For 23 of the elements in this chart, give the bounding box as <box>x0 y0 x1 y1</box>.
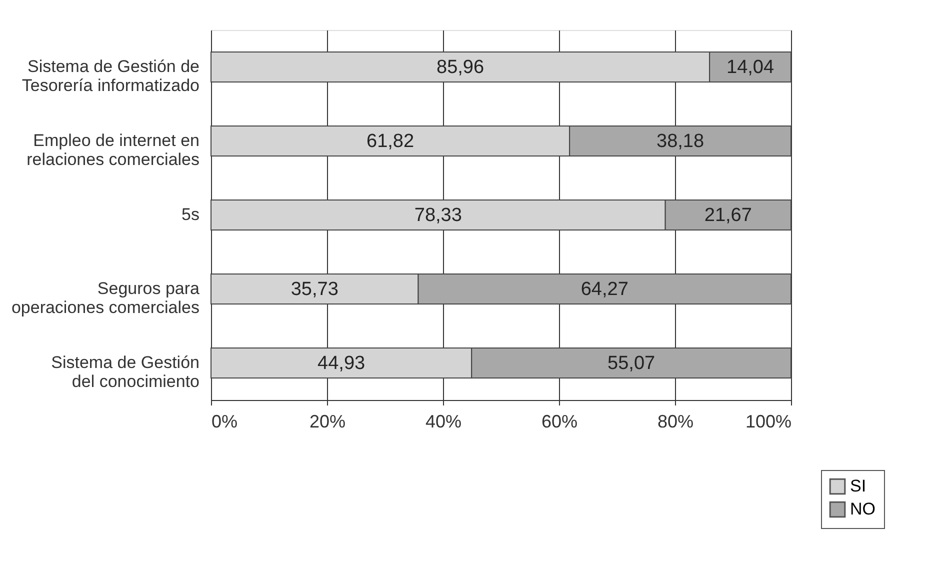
x-tick-label: 100% <box>745 412 792 432</box>
data-label: 21,67 <box>704 205 752 226</box>
y-tick-label: Empleo de internet en relaciones comerciales <box>26 131 200 169</box>
data-label: 61,82 <box>366 131 414 152</box>
legend-label: NO <box>850 500 876 518</box>
y-tick-label: Sistema de Gestión del conocimiento <box>51 353 200 391</box>
data-label: 64,27 <box>580 279 628 300</box>
legend-label: SI <box>850 476 866 496</box>
x-tick-label: 20% <box>309 412 346 432</box>
x-tick-label: 40% <box>425 412 462 432</box>
y-tick-label: Sistema de Gestión de Tesorería informatizado <box>22 57 200 95</box>
data-label: 44,93 <box>318 353 366 374</box>
data-label: 78,33 <box>414 205 462 226</box>
x-tick-label: 60% <box>541 412 578 432</box>
x-tick-label: 80% <box>657 412 694 432</box>
data-label: 38,18 <box>656 131 704 152</box>
x-tick-label: 0% <box>212 412 238 432</box>
data-label: 55,07 <box>608 353 656 374</box>
data-label: 85,96 <box>436 57 484 78</box>
y-tick-label: 5s <box>182 205 200 224</box>
data-label: 35,73 <box>290 279 338 300</box>
y-tick-label: Seguros para operaciones comerciales <box>11 279 200 317</box>
data-label: 14,04 <box>726 57 774 78</box>
